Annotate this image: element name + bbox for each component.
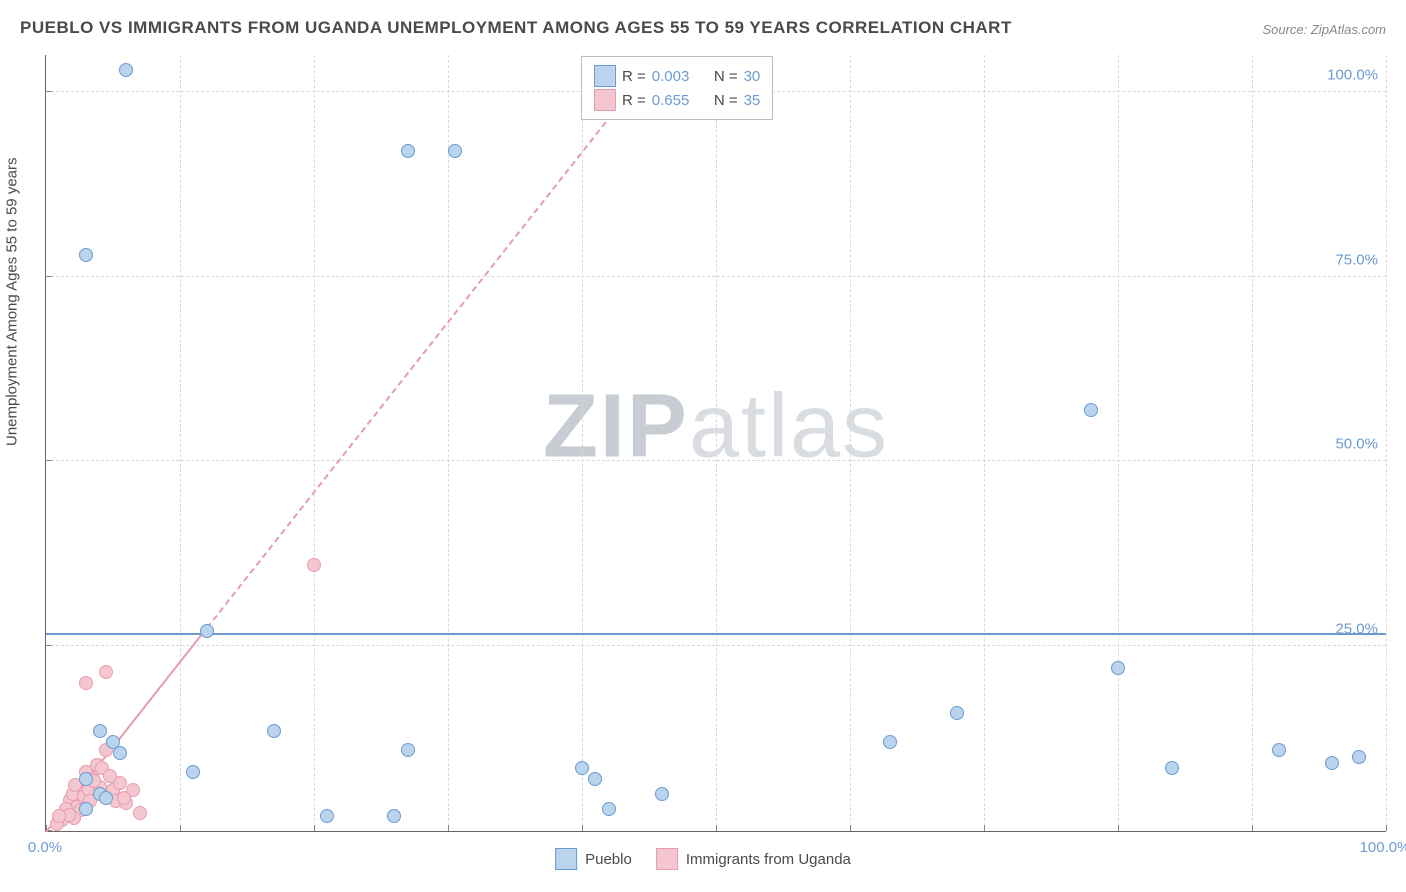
- gridline-vertical: [716, 55, 717, 831]
- trend-line-pueblo: [46, 633, 1386, 636]
- data-point-pueblo: [119, 63, 133, 77]
- trend-line-uganda-dashed: [206, 66, 650, 628]
- data-point-pueblo: [186, 765, 200, 779]
- data-point-pueblo: [200, 624, 214, 638]
- legend-bottom: Pueblo Immigrants from Uganda: [555, 848, 851, 870]
- data-point-pueblo: [588, 772, 602, 786]
- data-point-pueblo: [655, 787, 669, 801]
- y-axis-label: Unemployment Among Ages 55 to 59 years: [4, 157, 21, 446]
- legend-swatch: [594, 89, 616, 111]
- data-point-pueblo: [401, 144, 415, 158]
- gridline-vertical: [314, 55, 315, 831]
- legend-stats: R = 0.003 N = 30 R = 0.655 N = 35: [581, 56, 773, 120]
- gridline-vertical: [850, 55, 851, 831]
- x-tick: [984, 825, 985, 831]
- gridline-vertical: [448, 55, 449, 831]
- x-tick-label: 100.0%: [1360, 839, 1406, 856]
- data-point-pueblo: [602, 802, 616, 816]
- watermark-atlas: atlas: [689, 377, 889, 477]
- gridline-vertical: [180, 55, 181, 831]
- x-tick: [314, 825, 315, 831]
- gridline-vertical: [984, 55, 985, 831]
- legend-item: Pueblo: [555, 848, 632, 870]
- data-point-pueblo: [387, 809, 401, 823]
- legend-stats-row: R = 0.003 N = 30: [594, 65, 760, 87]
- x-tick: [1118, 825, 1119, 831]
- chart-plot-area: ZIPatlas 25.0% 50.0% 75.0% 100.0%: [45, 55, 1386, 832]
- x-tick: [1386, 825, 1387, 831]
- n-value: 30: [744, 68, 761, 85]
- data-point-pueblo: [883, 735, 897, 749]
- data-point-pueblo: [99, 791, 113, 805]
- gridline-vertical: [582, 55, 583, 831]
- r-value: 0.655: [652, 92, 690, 109]
- legend-swatch: [555, 848, 577, 870]
- x-tick: [582, 825, 583, 831]
- data-point-pueblo: [575, 761, 589, 775]
- legend-stats-row: R = 0.655 N = 35: [594, 89, 760, 111]
- y-tick-label: 50.0%: [1335, 436, 1378, 453]
- y-tick: [46, 91, 52, 92]
- data-point-uganda: [307, 558, 321, 572]
- data-point-pueblo: [79, 772, 93, 786]
- r-label: R =: [622, 92, 646, 109]
- data-point-pueblo: [79, 248, 93, 262]
- data-point-pueblo: [448, 144, 462, 158]
- data-point-pueblo: [1165, 761, 1179, 775]
- data-point-pueblo: [1084, 403, 1098, 417]
- data-point-pueblo: [401, 743, 415, 757]
- legend-swatch: [594, 65, 616, 87]
- data-point-pueblo: [320, 809, 334, 823]
- n-label: N =: [714, 92, 738, 109]
- gridline-vertical: [1386, 55, 1387, 831]
- x-tick: [716, 825, 717, 831]
- data-point-uganda: [99, 665, 113, 679]
- data-point-uganda: [117, 791, 131, 805]
- data-point-uganda: [79, 676, 93, 690]
- gridline-vertical: [1252, 55, 1253, 831]
- watermark-zip: ZIP: [543, 377, 689, 477]
- x-tick: [448, 825, 449, 831]
- y-tick-label: 25.0%: [1335, 621, 1378, 638]
- n-label: N =: [714, 68, 738, 85]
- data-point-uganda: [103, 769, 117, 783]
- data-point-pueblo: [950, 706, 964, 720]
- data-point-pueblo: [267, 724, 281, 738]
- y-tick-label: 100.0%: [1327, 66, 1378, 83]
- x-tick-label: 0.0%: [28, 839, 62, 856]
- legend-swatch: [656, 848, 678, 870]
- gridline-vertical: [1118, 55, 1119, 831]
- data-point-uganda: [133, 806, 147, 820]
- data-point-pueblo: [1325, 756, 1339, 770]
- data-point-pueblo: [79, 802, 93, 816]
- source-attribution: Source: ZipAtlas.com: [1262, 22, 1386, 37]
- data-point-pueblo: [1272, 743, 1286, 757]
- data-point-pueblo: [1352, 750, 1366, 764]
- y-tick-label: 75.0%: [1335, 251, 1378, 268]
- data-point-pueblo: [1111, 661, 1125, 675]
- y-tick: [46, 276, 52, 277]
- data-point-uganda: [52, 809, 66, 823]
- legend-item: Immigrants from Uganda: [656, 848, 851, 870]
- data-point-pueblo: [113, 746, 127, 760]
- r-label: R =: [622, 68, 646, 85]
- x-tick: [180, 825, 181, 831]
- legend-label: Immigrants from Uganda: [686, 851, 851, 868]
- y-tick: [46, 645, 52, 646]
- data-point-pueblo: [93, 724, 107, 738]
- x-tick: [1252, 825, 1253, 831]
- n-value: 35: [744, 92, 761, 109]
- x-tick: [850, 825, 851, 831]
- legend-label: Pueblo: [585, 851, 632, 868]
- r-value: 0.003: [652, 68, 690, 85]
- y-tick: [46, 460, 52, 461]
- chart-title: PUEBLO VS IMMIGRANTS FROM UGANDA UNEMPLO…: [20, 18, 1012, 38]
